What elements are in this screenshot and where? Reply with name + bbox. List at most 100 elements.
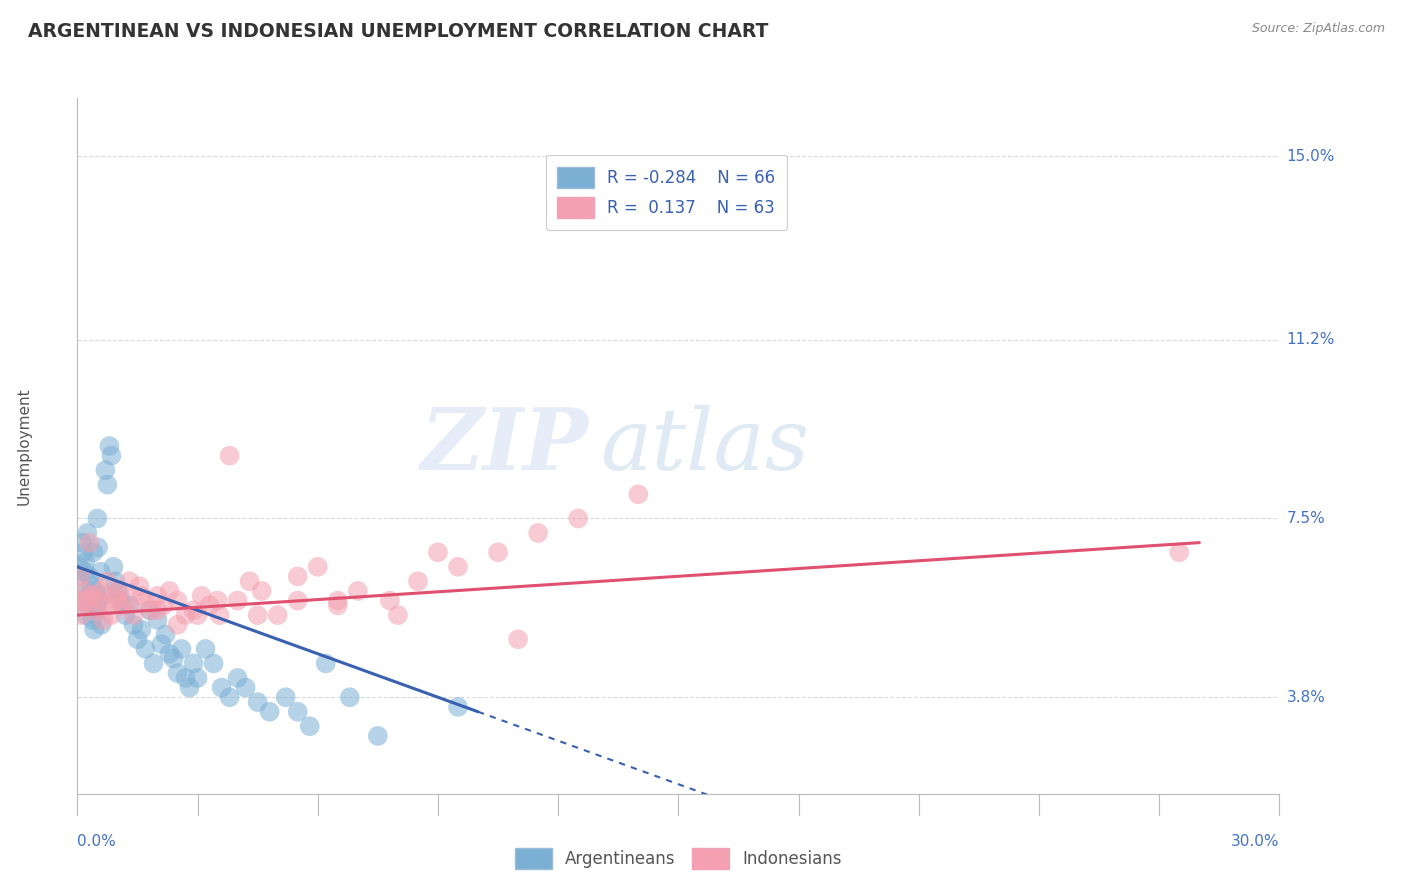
Text: 11.2%: 11.2% [1286, 332, 1334, 347]
Point [250, 583, 273, 598]
Point [146, 589, 169, 603]
Point [378, 593, 401, 607]
Point [267, 608, 290, 623]
Point [166, 666, 188, 681]
Point [287, 593, 309, 607]
Point [100, 608, 122, 623]
Point [67, 559, 90, 574]
Text: ARGENTINEAN VS INDONESIAN UNEMPLOYMENT CORRELATION CHART: ARGENTINEAN VS INDONESIAN UNEMPLOYMENT C… [28, 22, 769, 41]
Point [79, 535, 101, 549]
Point [103, 559, 125, 574]
Point [315, 657, 337, 671]
Point [104, 574, 127, 589]
Point [70, 535, 93, 549]
Point [150, 637, 173, 651]
Legend: Argentineans, Indonesians: Argentineans, Indonesians [509, 841, 848, 876]
Point [406, 574, 429, 589]
Point [218, 449, 240, 463]
Point [186, 608, 209, 623]
Point [508, 632, 530, 647]
Point [127, 632, 149, 647]
Point [447, 699, 470, 714]
Point [89, 593, 111, 607]
Point [146, 613, 169, 627]
Point [134, 642, 156, 657]
Point [298, 719, 321, 733]
Point [75, 593, 97, 607]
Point [427, 545, 450, 559]
Point [96, 574, 118, 589]
Point [387, 608, 409, 623]
Point [107, 583, 129, 598]
Point [486, 545, 509, 559]
Point [239, 574, 262, 589]
Point [100, 449, 122, 463]
Point [131, 589, 153, 603]
Point [90, 583, 112, 598]
Point [80, 579, 103, 593]
Point [259, 705, 281, 719]
Point [179, 681, 201, 695]
Point [118, 574, 141, 589]
Point [152, 599, 174, 613]
Point [246, 695, 269, 709]
Point [98, 599, 121, 613]
Point [82, 545, 104, 559]
Point [1168, 545, 1191, 559]
Point [346, 583, 368, 598]
Point [80, 589, 103, 603]
Point [108, 583, 131, 598]
Point [75, 608, 97, 623]
Point [114, 608, 136, 623]
Point [307, 559, 329, 574]
Point [134, 593, 156, 607]
Point [76, 599, 98, 613]
Point [208, 608, 231, 623]
Point [128, 579, 150, 593]
Point [131, 623, 153, 637]
Point [146, 603, 169, 617]
Point [73, 565, 96, 579]
Point [84, 583, 107, 598]
Point [174, 608, 197, 623]
Point [162, 651, 184, 665]
Point [104, 589, 127, 603]
Point [75, 555, 97, 569]
Text: 0.0%: 0.0% [77, 834, 117, 849]
Point [183, 603, 205, 617]
Text: 7.5%: 7.5% [1286, 511, 1326, 526]
Point [69, 574, 91, 589]
Point [142, 657, 165, 671]
Point [82, 613, 104, 627]
Point [326, 599, 349, 613]
Point [89, 593, 111, 607]
Point [118, 599, 141, 613]
Point [86, 603, 108, 617]
Point [186, 671, 209, 685]
Point [226, 671, 249, 685]
Text: atlas: atlas [600, 405, 810, 487]
Point [211, 681, 233, 695]
Point [73, 583, 96, 598]
Point [122, 608, 145, 623]
Point [90, 617, 112, 632]
Point [166, 593, 188, 607]
Point [326, 593, 349, 607]
Point [70, 608, 93, 623]
Point [70, 593, 93, 607]
Point [194, 642, 217, 657]
Point [287, 569, 309, 583]
Point [96, 477, 118, 491]
Point [447, 559, 470, 574]
Point [202, 657, 225, 671]
Text: Unemployment: Unemployment [17, 387, 31, 505]
Point [67, 593, 90, 607]
Point [527, 525, 550, 540]
Point [107, 593, 129, 607]
Point [174, 671, 197, 685]
Point [274, 690, 297, 705]
Point [627, 487, 650, 501]
Text: Source: ZipAtlas.com: Source: ZipAtlas.com [1251, 22, 1385, 36]
Point [183, 657, 205, 671]
Point [94, 463, 117, 477]
